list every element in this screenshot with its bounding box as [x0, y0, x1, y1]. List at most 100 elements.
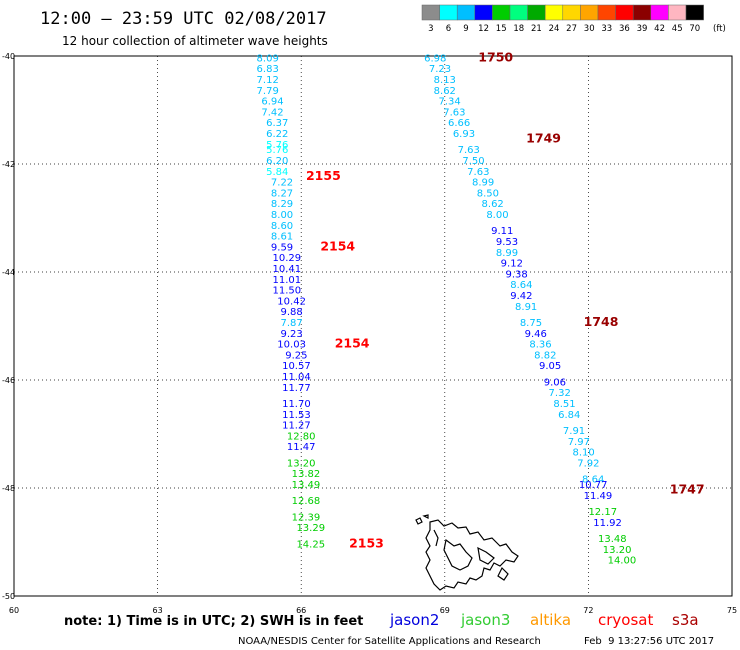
x-tick-label: 75 — [727, 606, 737, 615]
pass-time-label: 1748 — [584, 314, 619, 329]
x-tick-label: 60 — [9, 606, 19, 615]
footer-credit: NOAA/NESDIS Center for Satellite Applica… — [238, 636, 541, 647]
y-tick-label: -42 — [2, 160, 15, 169]
page-subtitle: 12 hour collection of altimeter wave hei… — [62, 34, 328, 48]
satellite-name-altika: altika — [530, 611, 571, 629]
legend-value: 27 — [566, 24, 577, 34]
legend-value: 3 — [428, 24, 433, 34]
swh-value-label: 7.12 — [257, 75, 279, 86]
legend-value: 33 — [601, 24, 612, 34]
swh-value-label: 6.98 — [424, 53, 446, 64]
legend-swatch — [562, 4, 581, 21]
legend-swatch — [615, 4, 634, 21]
swh-value-label: 8.75 — [520, 318, 542, 329]
swh-value-label: 13.20 — [287, 458, 316, 469]
legend-value: 15 — [496, 24, 507, 34]
legend-value: 39 — [637, 24, 648, 34]
legend-value: 12 — [478, 24, 489, 34]
swh-value-label: 11.27 — [282, 421, 311, 432]
swh-value-label: 6.20 — [266, 156, 288, 167]
kerguelen-island-outline — [415, 514, 519, 591]
legend-swatch — [439, 4, 458, 21]
swh-value-label: 11.49 — [584, 491, 613, 502]
legend-swatch — [597, 4, 616, 21]
swh-value-label: 11.01 — [273, 275, 302, 286]
legend-value: 9 — [463, 24, 468, 34]
swh-value-label: 7.63 — [443, 107, 465, 118]
swh-value-label: 6.37 — [266, 118, 288, 129]
wave-height-points: 8.096.837.127.796.947.426.376.225.765.76… — [257, 53, 637, 566]
swh-value-label: 8.60 — [271, 221, 293, 232]
pass-time-label: 1747 — [670, 481, 705, 496]
swh-value-label: 6.22 — [266, 129, 288, 140]
swh-value-label: 8.64 — [582, 475, 604, 486]
y-tick-label: -46 — [2, 376, 15, 385]
swh-value-label: 6.83 — [257, 64, 279, 75]
swh-value-label: 8.13 — [434, 75, 456, 86]
pass-time-label: 1750 — [478, 49, 513, 64]
swh-value-label: 5.76 — [266, 140, 288, 151]
satellite-name-cryosat: cryosat — [598, 611, 653, 629]
x-tick-label: 72 — [583, 606, 593, 615]
y-tick-label: -40 — [2, 52, 15, 61]
swh-value-label: 9.06 — [544, 377, 566, 388]
page-title: 12:00 – 23:59 UTC 02/08/2017 — [40, 9, 327, 29]
swh-value-label: 7.22 — [271, 178, 293, 189]
swh-value-label: 13.48 — [598, 534, 627, 545]
swh-value-label: 9.38 — [505, 269, 527, 280]
swh-value-label: 10.41 — [273, 264, 302, 275]
swh-value-label: 9.53 — [496, 237, 518, 248]
legend-value: 30 — [584, 24, 595, 34]
swh-value-label: 8.51 — [553, 399, 575, 410]
swh-value-label: 8.62 — [434, 86, 456, 97]
swh-value-label: 12.80 — [287, 431, 316, 442]
legend-swatch — [509, 4, 528, 21]
y-tick-label: -48 — [2, 484, 15, 493]
swh-value-label: 7.32 — [549, 388, 571, 399]
swh-value-label: 8.00 — [486, 210, 508, 221]
swh-value-label: 11.04 — [282, 372, 311, 383]
legend-swatch — [580, 4, 599, 21]
swh-value-label: 8.99 — [472, 178, 494, 189]
legend-value: 45 — [672, 24, 683, 34]
swh-value-label: 11.70 — [282, 399, 311, 410]
swh-value-label: 5.76 — [266, 145, 288, 156]
swh-value-label: 8.27 — [271, 188, 293, 199]
legend-value: 6 — [446, 24, 451, 34]
x-tick-label: 63 — [153, 606, 163, 615]
swh-value-label: 9.11 — [491, 226, 513, 237]
swh-value-label: 12.39 — [292, 512, 321, 523]
swh-value-label: 8.36 — [529, 340, 551, 351]
swh-value-label: 8.00 — [271, 210, 293, 221]
pass-time-label: 2155 — [306, 168, 341, 183]
swh-value-label: 8.62 — [482, 199, 504, 210]
swh-value-label: 10.57 — [282, 361, 311, 372]
footer-note: note: 1) Time is in UTC; 2) SWH is in fe… — [64, 614, 363, 629]
legend-swatch — [456, 4, 476, 21]
swh-value-label: 9.59 — [271, 242, 293, 253]
swh-value-label: 10.77 — [579, 480, 608, 491]
swh-value-label: 9.25 — [285, 350, 307, 361]
swh-value-label: 10.29 — [273, 253, 302, 264]
swh-value-label: 14.00 — [608, 556, 637, 567]
swh-value-label: 7.63 — [467, 167, 489, 178]
swh-value-label: 7.34 — [438, 97, 460, 108]
plot-frame — [13, 55, 733, 597]
swh-value-label: 6.94 — [261, 97, 283, 108]
swh-value-label: 13.29 — [296, 523, 325, 534]
swh-value-label: 11.53 — [282, 410, 311, 421]
swh-value-label: 8.64 — [510, 280, 532, 291]
pass-time-labels: 2155 2154 2154 2153 1750 1749 1748 1747 — [306, 49, 705, 550]
swh-value-label: 8.61 — [271, 232, 293, 243]
swh-value-label: 6.84 — [558, 410, 580, 421]
swh-value-label: 13.82 — [292, 469, 321, 480]
x-tick-label: 69 — [440, 606, 450, 615]
swh-value-label: 9.42 — [510, 291, 532, 302]
swh-value-label: 8.99 — [496, 248, 518, 259]
swh-value-label: 13.20 — [603, 545, 632, 556]
legend-swatch — [492, 4, 511, 21]
legend-swatch — [421, 4, 440, 21]
swh-value-label: 12.17 — [588, 507, 617, 518]
swh-value-label: 10.42 — [277, 296, 306, 307]
